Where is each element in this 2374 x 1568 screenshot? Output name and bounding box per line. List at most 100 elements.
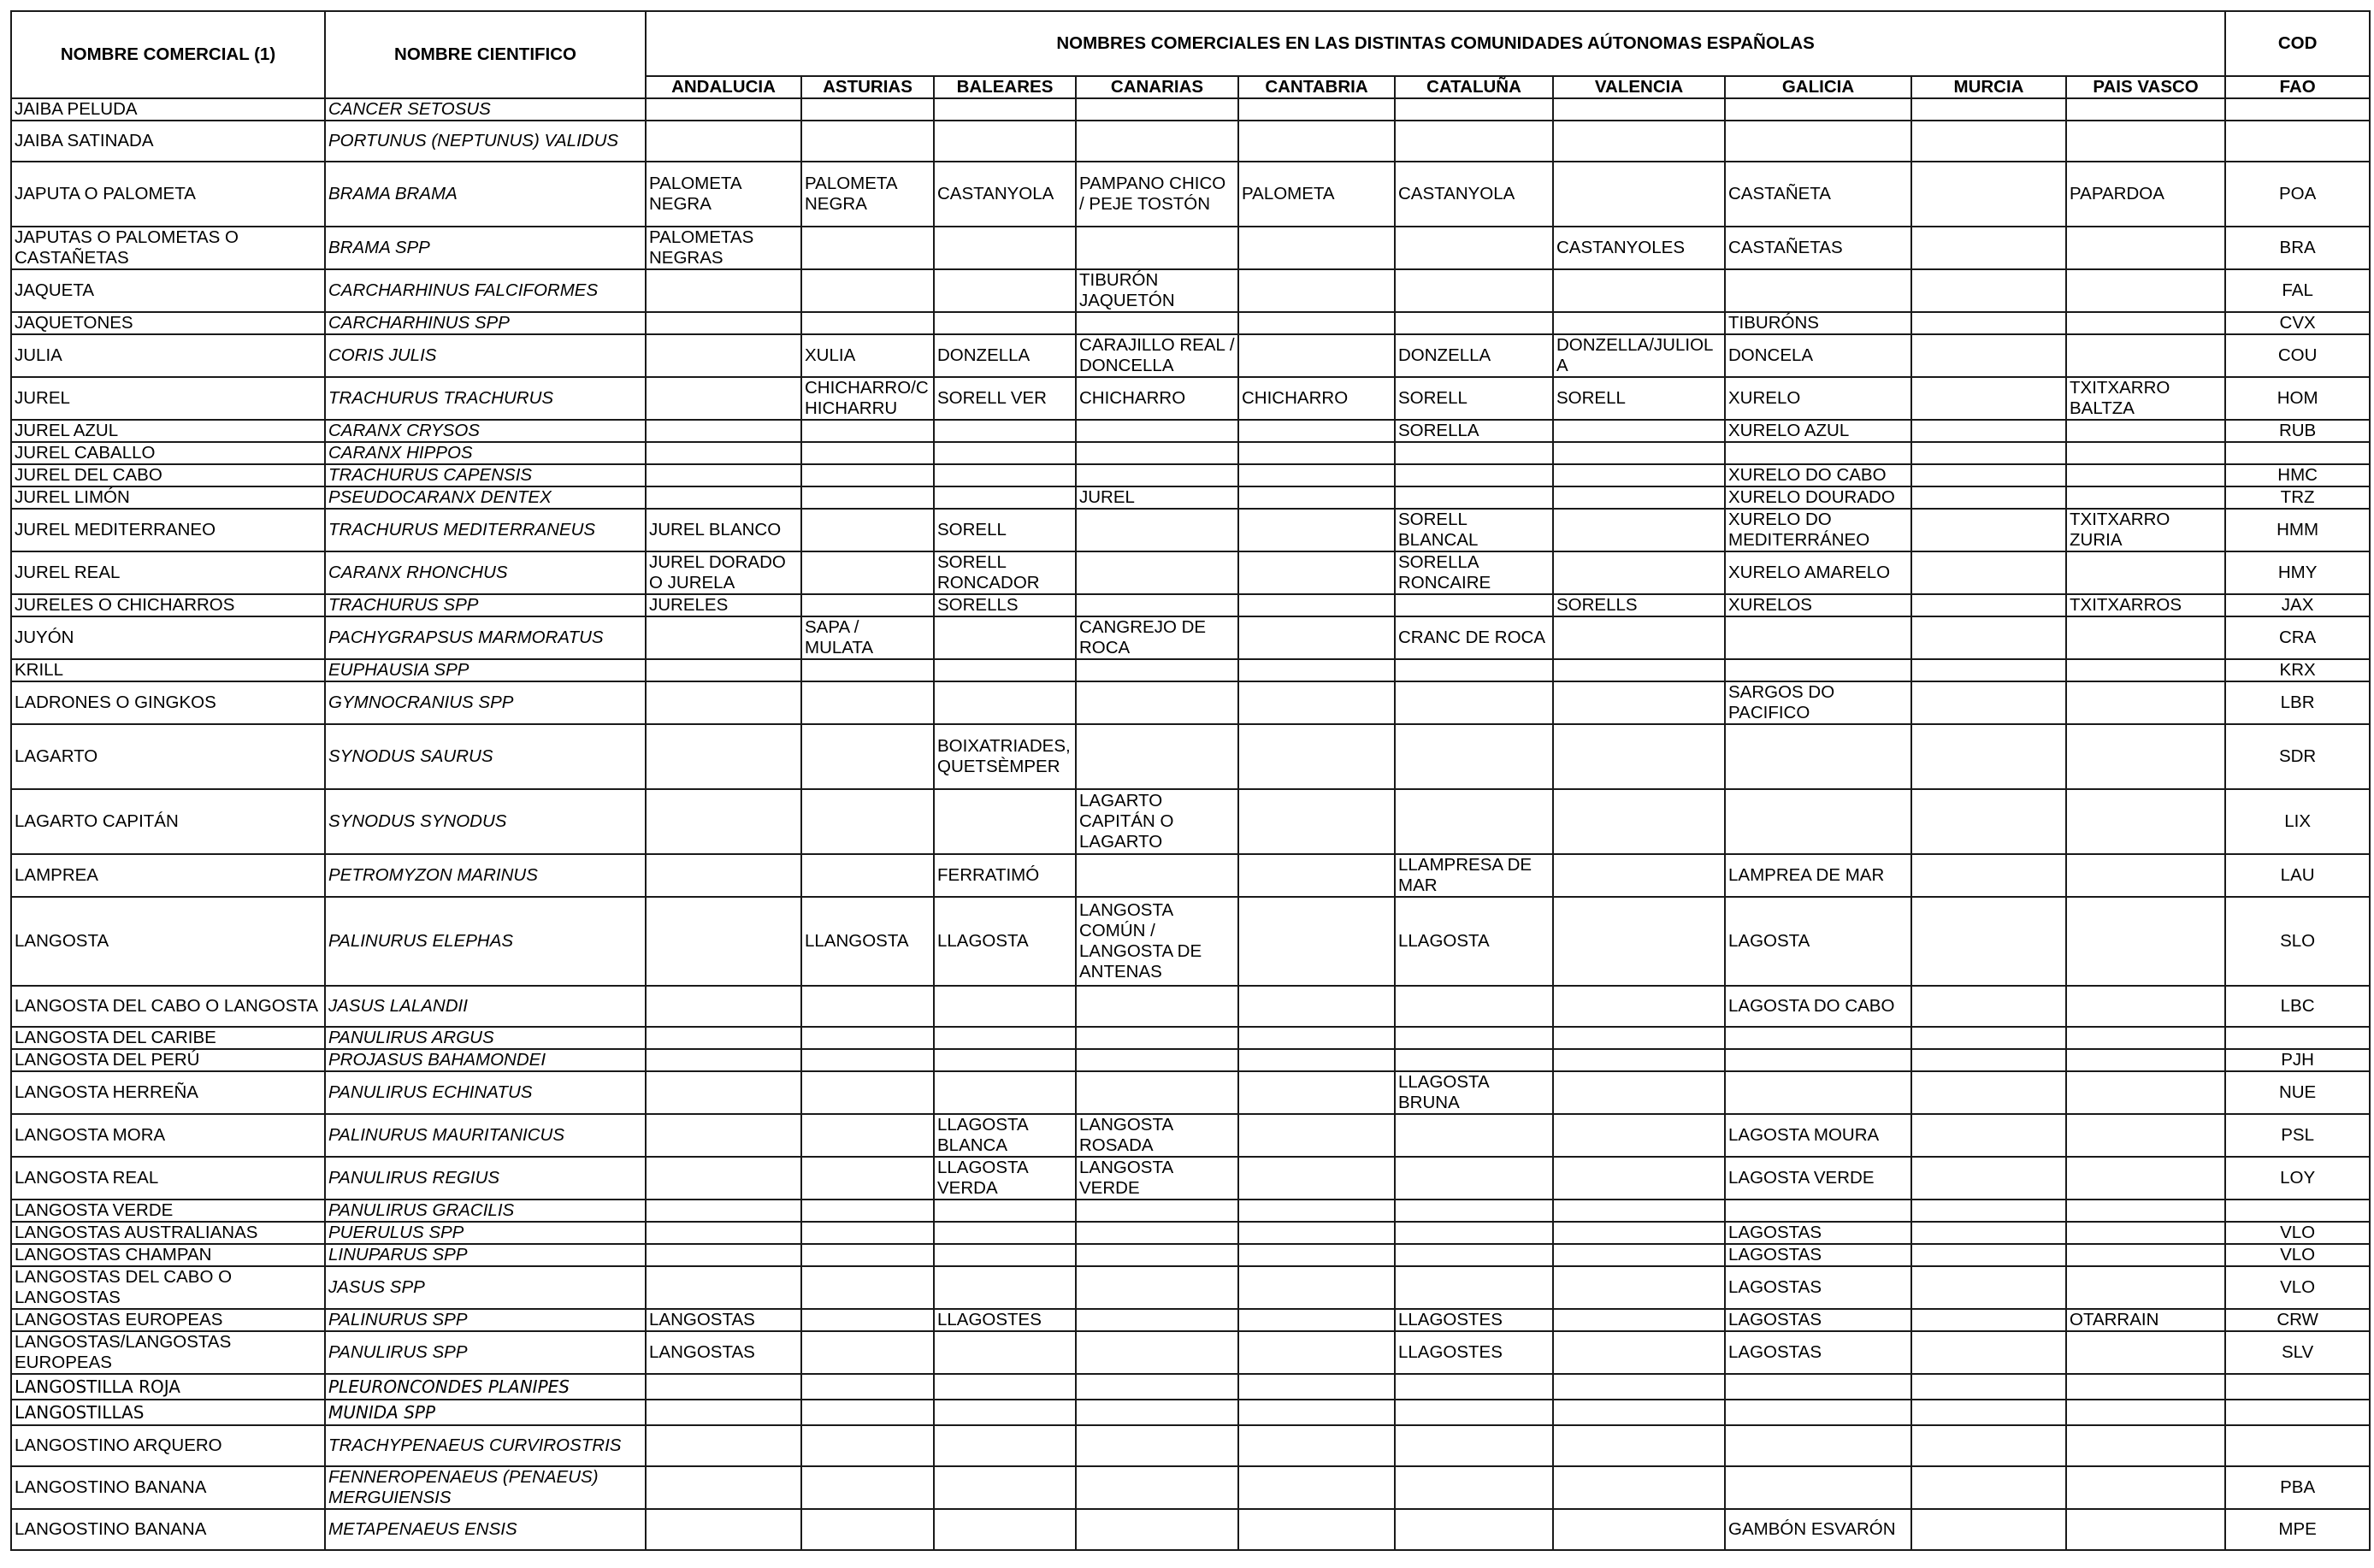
cell-region-baleares — [933, 658, 1077, 682]
cell-nombre-cientifico: JASUS LALANDII — [324, 985, 647, 1028]
cell-region-valencia — [1552, 681, 1726, 725]
cell-region-pais-vasco: PAPARDOA — [2064, 161, 2227, 227]
cell-region-murcia — [1910, 896, 2067, 987]
cell-region-asturias — [800, 1265, 935, 1310]
cell-fao: CRA — [2224, 616, 2371, 660]
cell-region-cantabria — [1237, 1113, 1396, 1158]
cell-region-galicia — [1724, 1048, 1912, 1072]
cell-region-andalucia — [645, 1070, 802, 1115]
cell-nombre-comercial: JAQUETA — [10, 268, 326, 313]
cell-region-baleares — [933, 616, 1077, 660]
table-row: LANGOSTA HERREÑA PANULIRUS ECHINATUS LLAGO… — [10, 1070, 2371, 1115]
cell-region-andalucia — [645, 616, 802, 660]
cell-fao: JAX — [2224, 593, 2371, 617]
cell-region-galicia: SARGOS DO PACIFICO — [1724, 681, 1912, 725]
cell-region-cantabria — [1237, 1308, 1396, 1332]
cell-fao: BRA — [2224, 226, 2371, 270]
cell-region-andalucia: PALOMETA NEGRA — [645, 161, 802, 227]
cell-region-asturias — [800, 1156, 935, 1200]
cell-region-canarias: PAMPANO CHICO / PEJE TOSTÓN — [1075, 161, 1239, 227]
cell-region-cataluna — [1394, 486, 1554, 510]
cell-region-andalucia — [645, 1399, 802, 1426]
cell-region-galicia — [1724, 97, 1912, 121]
cell-region-cantabria — [1237, 120, 1396, 162]
cell-nombre-cientifico: CARANX CRYSOS — [324, 419, 647, 443]
cell-region-galicia — [1724, 1424, 1912, 1467]
cell-region-asturias: SAPA / MULATA — [800, 616, 935, 660]
header-region-baleares: BALEARES — [933, 75, 1077, 99]
cell-region-andalucia — [645, 1221, 802, 1245]
cell-region-galicia: CASTAÑETAS — [1724, 226, 1912, 270]
cell-nombre-cientifico: FENNEROPENAEUS (PENAEUS) MERGUIENSIS — [324, 1465, 647, 1510]
cell-region-cataluna: LLAMPRESA DE MAR — [1394, 853, 1554, 898]
cell-nombre-comercial: JUREL DEL CABO — [10, 463, 326, 487]
cell-region-murcia — [1910, 419, 2067, 443]
cell-region-murcia — [1910, 1221, 2067, 1245]
cell-region-galicia — [1724, 1399, 1912, 1426]
cell-region-murcia — [1910, 1048, 2067, 1072]
cell-region-cantabria — [1237, 1330, 1396, 1375]
cell-region-andalucia — [645, 1026, 802, 1050]
cell-region-galicia — [1724, 1199, 1912, 1223]
cell-region-cataluna: DONZELLA — [1394, 333, 1554, 378]
cell-region-asturias — [800, 985, 935, 1028]
cell-region-andalucia — [645, 1156, 802, 1200]
cell-nombre-comercial: LANGOSTINO BANANA — [10, 1465, 326, 1510]
cell-region-pais-vasco — [2064, 226, 2227, 270]
cell-region-asturias: XULIA — [800, 333, 935, 378]
cell-nombre-comercial: LANGOSTA DEL CABO O LANGOSTA — [10, 985, 326, 1028]
cell-nombre-comercial: LANGOSTAS AUSTRALIANAS — [10, 1221, 326, 1245]
cell-region-valencia — [1552, 1308, 1726, 1332]
cell-region-baleares — [933, 985, 1077, 1028]
cell-region-murcia — [1910, 593, 2067, 617]
cell-region-andalucia: PALOMETAS NEGRAS — [645, 226, 802, 270]
table-row: JURELES O CHICHARROS TRACHURUS SPP JURELES… — [10, 593, 2371, 617]
table-row: LANGOSTAS AUSTRALIANAS PUERULUS SPP LAGOST… — [10, 1221, 2371, 1245]
cell-region-valencia — [1552, 1113, 1726, 1158]
cell-region-asturias — [800, 1308, 935, 1332]
cell-region-asturias — [800, 681, 935, 725]
cell-region-canarias — [1075, 508, 1239, 552]
cell-nombre-cientifico: PROJASUS BAHAMONDEI — [324, 1048, 647, 1072]
cell-region-andalucia — [645, 1265, 802, 1310]
cell-region-baleares — [933, 226, 1077, 270]
cell-nombre-cientifico: PACHYGRAPSUS MARMORATUS — [324, 616, 647, 660]
cell-region-pais-vasco — [2064, 1070, 2227, 1115]
cell-nombre-cientifico: PALINURUS SPP — [324, 1308, 647, 1332]
cell-region-pais-vasco — [2064, 333, 2227, 378]
cell-nombre-cientifico: PALINURUS ELEPHAS — [324, 896, 647, 987]
cell-region-andalucia — [645, 1424, 802, 1467]
table-row: JUREL CABALLO CARANX HIPPOS — [10, 441, 2371, 465]
cell-region-pais-vasco — [2064, 616, 2227, 660]
cell-nombre-cientifico: LINUPARUS SPP — [324, 1243, 647, 1267]
cell-nombre-cientifico: SYNODUS SAURUS — [324, 723, 647, 790]
table-row: LANGOSTILLA ROJA PLEURONCONDES PLANIPES — [10, 1373, 2371, 1400]
cell-nombre-cientifico: PANULIRUS SPP — [324, 1330, 647, 1375]
cell-region-valencia — [1552, 120, 1726, 162]
cell-region-asturias — [800, 593, 935, 617]
table-row: JUREL AZUL CARANX CRYSOS SORELLA XURELO AZU… — [10, 419, 2371, 443]
cell-region-canarias — [1075, 1265, 1239, 1310]
table-row: LADRONES O GINGKOS GYMNOCRANIUS SPP SARGOS… — [10, 681, 2371, 725]
table-row: JAPUTA O PALOMETA BRAMA BRAMA PALOMETA NE… — [10, 161, 2371, 227]
cell-fao: HOM — [2224, 376, 2371, 421]
cell-region-murcia — [1910, 1508, 2067, 1551]
cell-region-pais-vasco — [2064, 441, 2227, 465]
cell-region-canarias — [1075, 97, 1239, 121]
cell-region-galicia — [1724, 658, 1912, 682]
cell-region-canarias — [1075, 551, 1239, 595]
cell-region-baleares — [933, 681, 1077, 725]
cell-region-andalucia — [645, 1508, 802, 1551]
cell-region-cataluna: SORELL BLANCAL — [1394, 508, 1554, 552]
cell-nombre-comercial: LAGARTO CAPITÁN — [10, 788, 326, 855]
cell-fao: LIX — [2224, 788, 2371, 855]
cell-region-cataluna — [1394, 788, 1554, 855]
cell-region-canarias: TIBURÓN JAQUETÓN — [1075, 268, 1239, 313]
cell-nombre-cientifico: TRACHURUS SPP — [324, 593, 647, 617]
cell-fao: PBA — [2224, 1465, 2371, 1510]
cell-region-cataluna — [1394, 1221, 1554, 1245]
table-row: JUREL MEDITERRANEO TRACHURUS MEDITERRANEU… — [10, 508, 2371, 552]
cell-region-cataluna — [1394, 593, 1554, 617]
cell-region-canarias: CARAJILLO REAL / DONCELLA — [1075, 333, 1239, 378]
cell-region-cataluna — [1394, 1026, 1554, 1050]
